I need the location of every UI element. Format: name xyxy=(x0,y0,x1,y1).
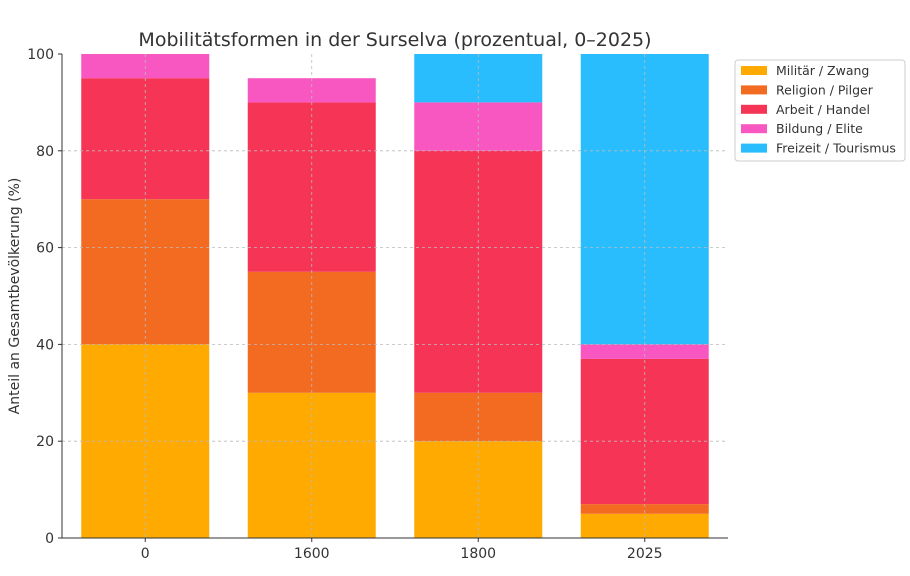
y-axis-label: Anteil an Gesamtbevölkerung (%) xyxy=(7,178,23,415)
y-tick-label: 80 xyxy=(36,144,54,160)
legend-label: Militär / Zwang xyxy=(776,63,869,78)
x-tick-label: 1800 xyxy=(460,546,496,562)
legend: Militär / Zwang Religion / Pilger Arbeit /… xyxy=(734,59,906,162)
legend-swatch xyxy=(741,85,767,95)
legend-label: Bildung / Elite xyxy=(776,121,863,136)
x-tick-label: 0 xyxy=(141,546,150,562)
legend-label: Freizeit / Tourismus xyxy=(776,141,896,156)
y-tick-label: 20 xyxy=(36,434,54,450)
x-tick-label: 1600 xyxy=(294,546,330,562)
bar-segment xyxy=(580,344,709,359)
legend-label: Arbeit / Handel xyxy=(776,102,870,117)
y-tick-label: 0 xyxy=(45,531,54,547)
legend-label: Religion / Pilger xyxy=(776,82,874,97)
x-tick-label: 2025 xyxy=(627,546,663,562)
bar-segment xyxy=(247,392,376,538)
y-tick-label: 40 xyxy=(36,337,54,353)
y-tick-label: 100 xyxy=(27,47,54,63)
legend-swatch xyxy=(741,124,767,134)
legend-swatch xyxy=(741,66,767,75)
bar-segment xyxy=(580,358,709,505)
chart-title: Mobilitätsformen in der Surselva (prozen… xyxy=(138,29,651,51)
bar-segment xyxy=(580,504,709,514)
legend-swatch xyxy=(741,143,767,153)
legend-swatch xyxy=(741,104,767,114)
legend-box xyxy=(734,59,906,162)
y-tick-label: 60 xyxy=(36,241,54,257)
